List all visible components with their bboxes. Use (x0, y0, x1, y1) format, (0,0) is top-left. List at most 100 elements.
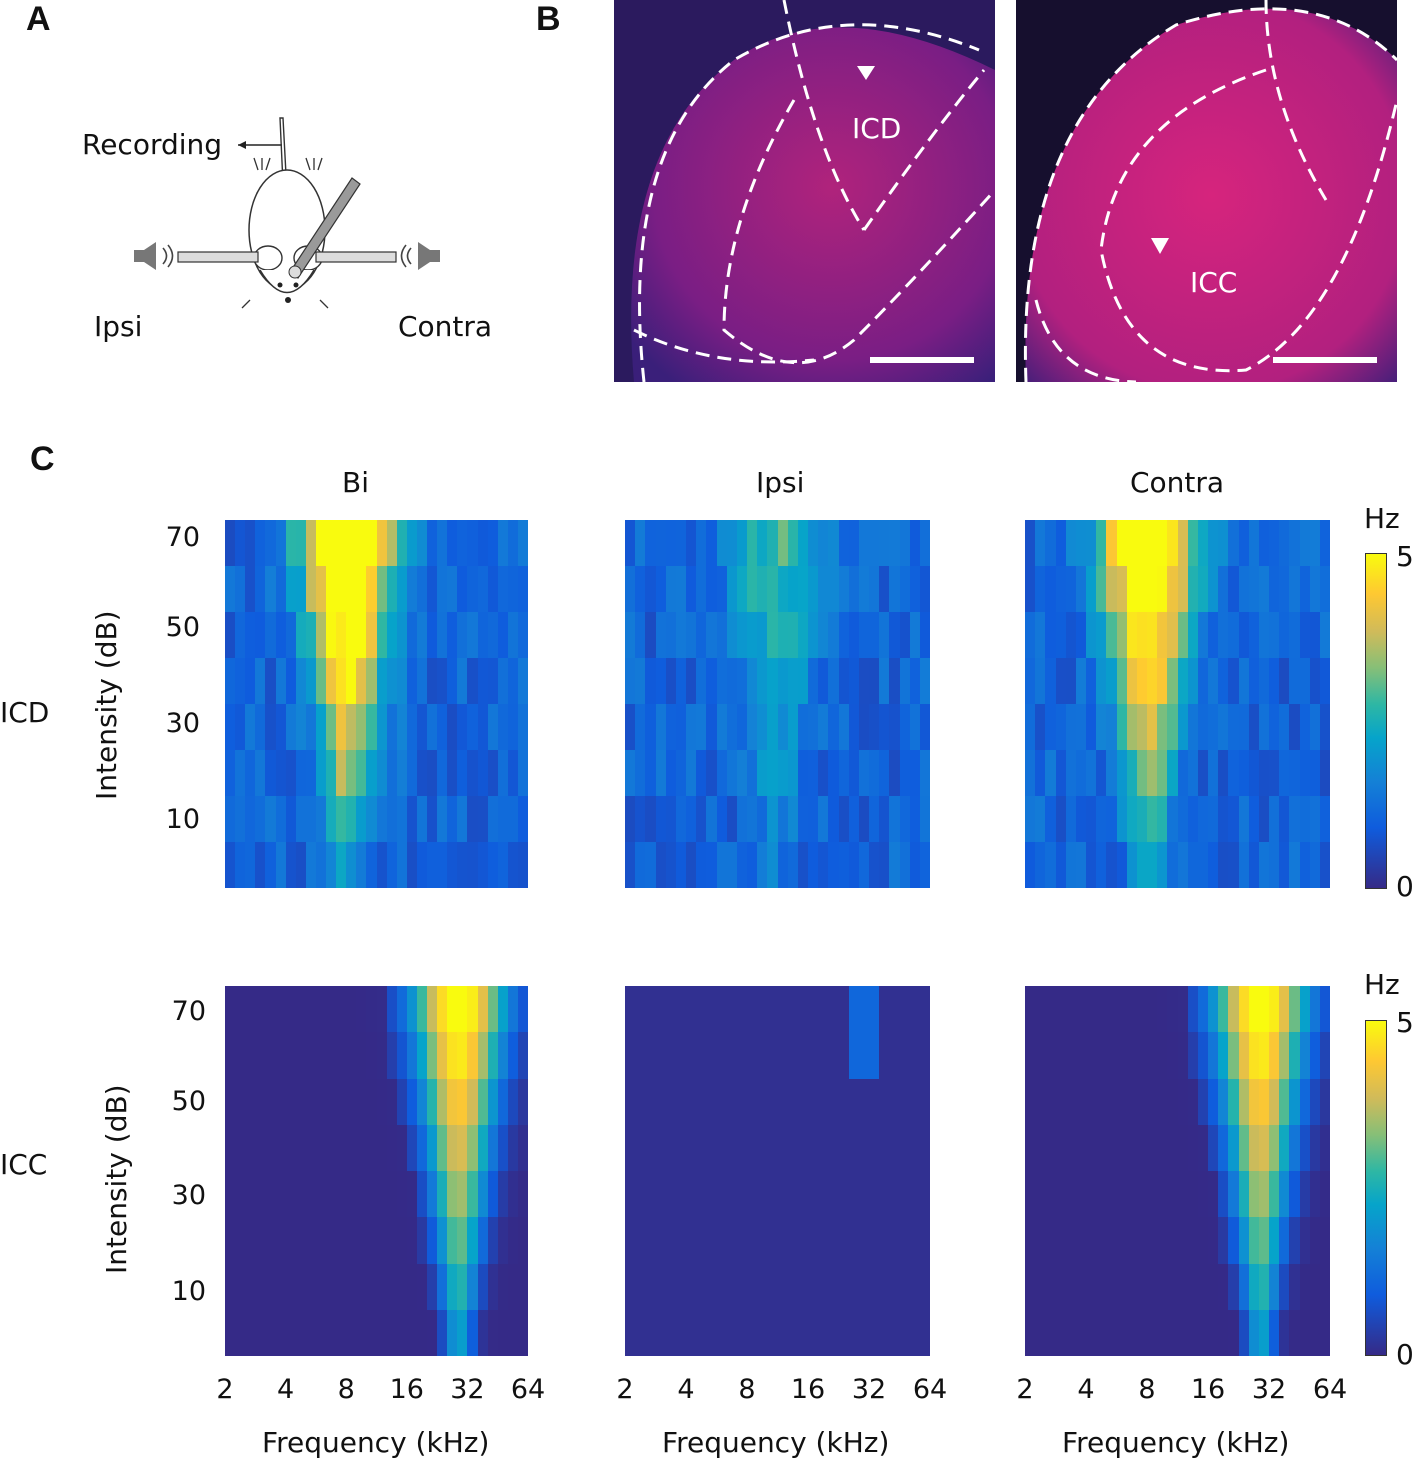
heatmap-cell (747, 704, 759, 751)
heatmap-cell (315, 1171, 327, 1219)
heatmap-cell (1157, 612, 1169, 659)
heatmap-cell (1086, 1124, 1098, 1172)
heatmap-cell (487, 612, 499, 659)
heatmap-cell (427, 704, 439, 751)
heatmap-cell (1269, 750, 1281, 797)
heatmap-cell (336, 1124, 348, 1172)
heatmap-cell (869, 750, 881, 797)
heatmap-cell (1228, 704, 1240, 751)
heatmap-cell (909, 796, 921, 843)
heatmap-cell (1096, 1263, 1108, 1311)
heatmap-cell (797, 704, 809, 751)
heatmap-cell (1319, 1032, 1330, 1080)
heatmap-cell (1136, 1171, 1148, 1219)
heatmap-cell (487, 1124, 499, 1172)
heatmap-cell (777, 842, 789, 888)
heatmap-cell (889, 1032, 901, 1080)
heatmap-cell (919, 1032, 930, 1080)
heatmap-cell (507, 1263, 519, 1311)
heatmap-cell (919, 1078, 930, 1126)
heatmap-icd-bi (225, 520, 528, 888)
heatmap-cell (225, 842, 237, 888)
heatmap-cell (1279, 566, 1291, 613)
heatmap-cell (507, 520, 519, 567)
heatmap-cell (696, 520, 708, 567)
heatmap-cell (326, 1078, 338, 1126)
heatmap-cell (326, 1217, 338, 1265)
heatmap-cell (326, 1263, 338, 1311)
heatmap-cell (706, 1263, 718, 1311)
heatmap-cell (1045, 1263, 1057, 1311)
heatmap-cell (285, 1078, 297, 1126)
heatmap-cell (635, 1078, 647, 1126)
heatmap-cell (346, 1263, 358, 1311)
heatmap-cell (457, 750, 469, 797)
heatmap-cell (716, 842, 728, 888)
heatmap-cell (909, 1263, 921, 1311)
contra-label: Contra (398, 310, 493, 343)
heatmap-cell (366, 1171, 378, 1219)
heatmap-cell (467, 842, 479, 888)
heatmap-cell (899, 1078, 911, 1126)
heatmap-cell (736, 704, 748, 751)
heatmap-cell (1238, 520, 1250, 567)
heatmap-cell (919, 1309, 930, 1356)
heatmap-cell (879, 658, 891, 705)
heatmap-cell (1035, 566, 1047, 613)
heatmap-cell (386, 1171, 398, 1219)
heatmap-cell (245, 520, 257, 567)
heatmap-cell (416, 566, 428, 613)
heatmap-cell (245, 1078, 257, 1126)
heatmap-cell (1248, 704, 1260, 751)
heatmap-cell (1045, 1078, 1057, 1126)
heatmap-cell (889, 1171, 901, 1219)
heatmap-cell (1269, 842, 1281, 888)
xtick-label: 8 (337, 1374, 355, 1405)
heatmap-cell (326, 1124, 338, 1172)
heatmap-cell (787, 986, 799, 1034)
heatmap-cell (1208, 658, 1220, 705)
heatmap-cell (497, 1217, 509, 1265)
heatmap-cell (427, 566, 439, 613)
heatmap-cell (1157, 704, 1169, 751)
heatmap-cell (1157, 1171, 1169, 1219)
heatmap-cell (818, 796, 830, 843)
heatmap-cell (706, 704, 718, 751)
heatmap-cell (1126, 566, 1138, 613)
heatmap-cell (706, 566, 718, 613)
heatmap-cell (517, 1078, 528, 1126)
heatmap-cell (477, 1217, 489, 1265)
heatmap-cell (275, 1309, 287, 1356)
heatmap-cell (1208, 986, 1220, 1034)
heatmap-cell (1086, 750, 1098, 797)
heatmap-cell (1248, 1217, 1260, 1265)
heatmap-cell (726, 1078, 738, 1126)
heatmap-cell (1065, 1032, 1077, 1080)
xtick-label: 8 (738, 1374, 756, 1405)
heatmap-cell (447, 1263, 459, 1311)
heatmap-cell (757, 658, 769, 705)
heatmap-cell (838, 842, 850, 888)
heatmap-cell (747, 658, 759, 705)
heatmap-cell (285, 658, 297, 705)
heatmap-cell (787, 1171, 799, 1219)
heatmap-cell (828, 1124, 840, 1172)
heatmap-cell (1075, 566, 1087, 613)
heatmap-cell (477, 612, 489, 659)
heatmap-cell (507, 566, 519, 613)
heatmap-cell (1177, 1263, 1189, 1311)
heatmap-cell (726, 1032, 738, 1080)
heatmap-cell (366, 796, 378, 843)
heatmap-cell (909, 612, 921, 659)
heatmap-cell (366, 658, 378, 705)
heatmap-cell (879, 1217, 891, 1265)
heatmap-cell (858, 520, 870, 567)
heatmap-cell (336, 986, 348, 1034)
heatmap-cell (386, 1263, 398, 1311)
heatmap-cell (919, 986, 930, 1034)
heatmap-cell (255, 1124, 267, 1172)
heatmap-cell (1075, 704, 1087, 751)
heatmap-cell (1197, 750, 1209, 797)
heatmap-cell (787, 842, 799, 888)
heatmap-cell (665, 566, 677, 613)
